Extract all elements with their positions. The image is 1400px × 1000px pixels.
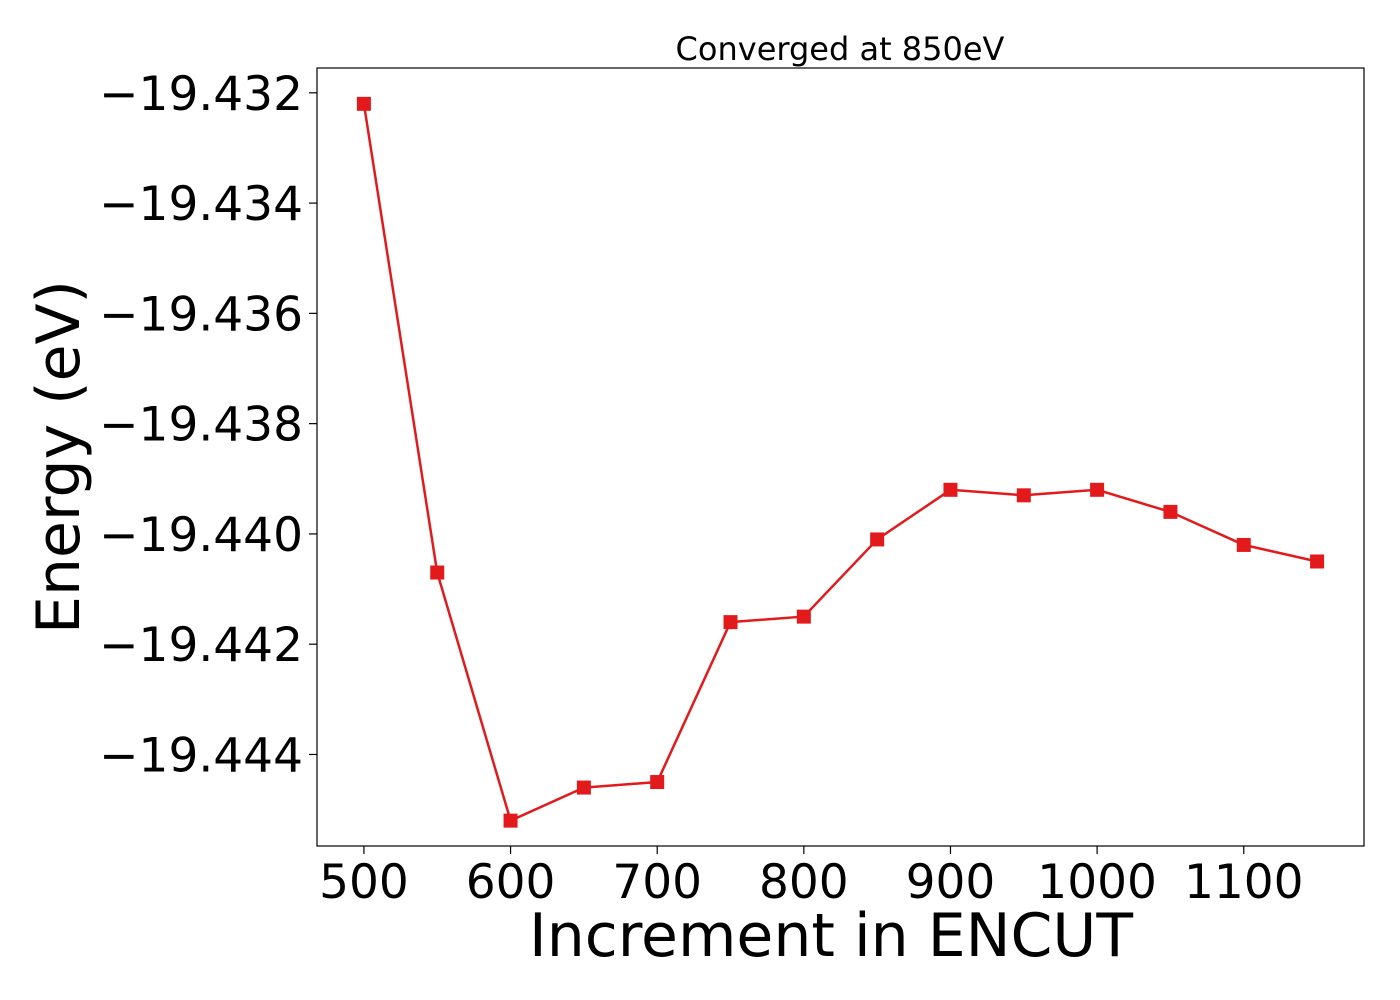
x-tick-label: 900 <box>906 855 996 910</box>
x-ticks: 500 600 700 800 900 1000 1100 <box>319 846 1304 910</box>
data-point <box>1163 504 1178 519</box>
x-tick-label: 1000 <box>1037 855 1157 910</box>
y-tick-label: −19.436 <box>99 287 303 342</box>
x-tick-label: 600 <box>466 855 556 910</box>
y-tick-label: −19.440 <box>99 508 303 563</box>
y-tick-label: −19.438 <box>99 398 303 453</box>
data-point <box>356 96 371 111</box>
data-point <box>1016 488 1031 503</box>
data-point <box>796 609 811 624</box>
x-tick-label: 1100 <box>1184 855 1304 910</box>
y-axis-label: Energy (eV) <box>24 280 94 634</box>
y-tick-label: −19.442 <box>99 618 303 673</box>
y-tick-label: −19.432 <box>99 67 303 122</box>
plot-frame <box>316 67 1365 847</box>
data-point <box>1090 482 1105 497</box>
data-point <box>503 813 518 828</box>
data-point <box>430 565 445 580</box>
x-tick-label: 800 <box>759 855 849 910</box>
data-point <box>870 532 885 547</box>
x-tick-label: 700 <box>612 855 702 910</box>
x-tick-label: 500 <box>319 855 409 910</box>
data-point <box>1310 554 1325 569</box>
data-point <box>1236 537 1251 552</box>
series-line <box>362 103 1318 823</box>
series-layer <box>356 96 1325 828</box>
data-point <box>943 482 958 497</box>
data-point <box>576 780 591 795</box>
y-tick-label: −19.434 <box>99 177 303 232</box>
x-axis-label: Increment in ENCUT <box>529 901 1133 971</box>
chart-title: Converged at 850eV <box>676 30 1005 68</box>
y-tick-label: −19.444 <box>99 728 303 783</box>
y-ticks: −19.432 −19.434 −19.436 −19.438 −19.440 −19.4… <box>99 67 317 783</box>
data-point <box>650 775 665 790</box>
data-point <box>723 615 738 630</box>
